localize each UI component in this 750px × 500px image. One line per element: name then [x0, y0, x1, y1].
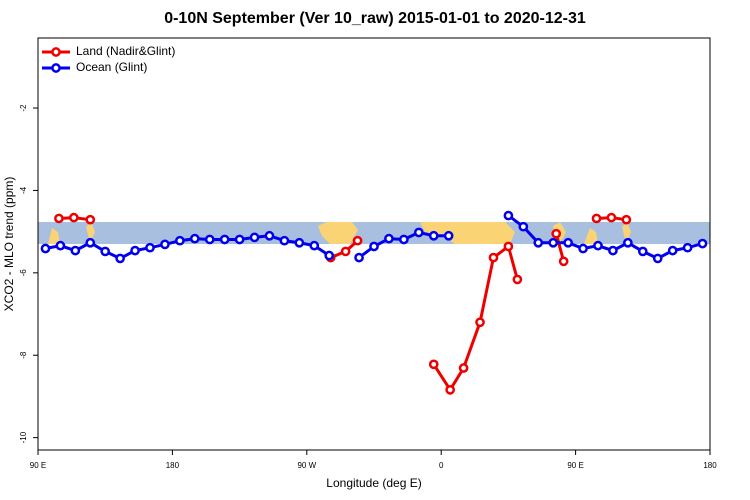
point — [54, 213, 64, 224]
point — [324, 250, 335, 261]
x-tick-label: 180 — [703, 461, 717, 470]
point — [458, 363, 469, 373]
point — [558, 256, 569, 267]
point — [512, 274, 523, 285]
point — [608, 245, 618, 256]
point — [160, 239, 170, 250]
point — [145, 242, 155, 253]
point — [249, 232, 260, 243]
map-strip — [38, 222, 710, 244]
point — [85, 237, 96, 248]
point — [428, 230, 439, 241]
point — [40, 243, 51, 254]
y-tick-label: -6 — [19, 269, 28, 277]
point — [503, 210, 514, 221]
point — [623, 237, 633, 248]
legend-label: Land (Nadir&Glint) — [76, 44, 175, 58]
x-tick-label: 0 — [439, 461, 444, 470]
point — [279, 235, 290, 246]
point — [518, 221, 529, 232]
point — [175, 235, 185, 246]
y-tick-label: -2 — [19, 104, 28, 112]
point — [130, 245, 140, 256]
point — [234, 234, 245, 245]
point — [70, 245, 81, 256]
point — [399, 234, 409, 245]
y-tick-label: -4 — [19, 186, 28, 194]
legend-marker — [51, 47, 61, 57]
x-axis-label: Longitude (deg E) — [326, 476, 421, 490]
point — [264, 230, 275, 241]
point — [606, 212, 617, 223]
legend-label: Ocean (Glint) — [76, 60, 147, 74]
point — [115, 253, 125, 264]
point — [384, 233, 394, 244]
point — [68, 212, 79, 223]
point — [533, 237, 544, 248]
point — [369, 241, 379, 252]
point — [55, 240, 66, 251]
y-tick-label: -8 — [19, 351, 28, 359]
point — [219, 234, 230, 245]
point — [475, 317, 485, 328]
point — [667, 245, 678, 256]
point — [413, 227, 424, 238]
point — [652, 253, 663, 264]
plot-frame — [37, 37, 711, 451]
legend-marker — [51, 63, 61, 73]
point — [428, 359, 439, 370]
point — [352, 235, 363, 246]
y-tick-label: -10 — [19, 431, 28, 443]
point — [294, 237, 305, 248]
point — [697, 238, 708, 249]
y-axis-label: XCO2 - MLO trend (ppm) — [2, 177, 16, 312]
point — [445, 384, 456, 395]
x-tick-label: 180 — [166, 461, 180, 470]
point — [551, 228, 562, 239]
chart-title: 0-10N September (Ver 10_raw) 2015-01-01 … — [164, 10, 586, 27]
x-tick-label: 90 E — [30, 461, 46, 470]
point — [85, 214, 96, 225]
point — [488, 252, 499, 263]
point — [354, 252, 364, 263]
point — [563, 237, 573, 248]
point — [443, 230, 454, 241]
x-tick-label: 90 W — [297, 461, 316, 470]
point — [682, 242, 693, 253]
point — [578, 243, 588, 254]
point — [309, 240, 320, 251]
point — [340, 246, 351, 257]
point — [637, 246, 648, 257]
point — [591, 213, 602, 224]
point — [548, 237, 559, 248]
point — [503, 241, 514, 252]
x-tick-label: 90 E — [567, 461, 583, 470]
point — [189, 233, 200, 244]
point — [621, 214, 632, 225]
point — [100, 246, 111, 257]
point — [593, 240, 603, 251]
point — [204, 234, 215, 245]
